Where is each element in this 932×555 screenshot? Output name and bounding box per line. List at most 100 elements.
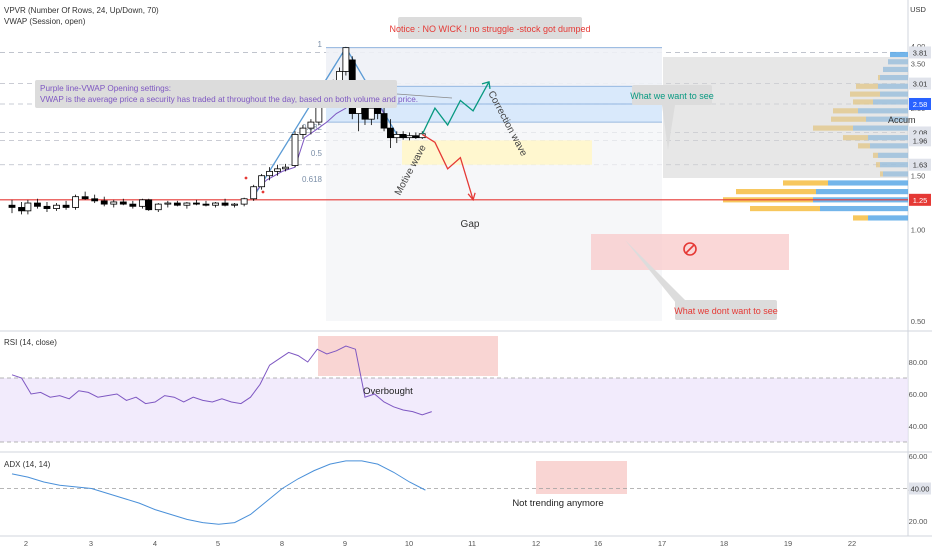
candle-body-9 bbox=[91, 198, 99, 202]
price-label-2: 2.58 bbox=[913, 100, 928, 109]
price-label-3: 2.08 bbox=[913, 128, 928, 137]
price-label-6: 1.25 bbox=[913, 196, 928, 205]
dont-path bbox=[421, 133, 474, 201]
want-arrowhead bbox=[481, 81, 491, 89]
price-label-box-6 bbox=[909, 193, 931, 206]
candle-body-45 bbox=[387, 127, 394, 139]
price-tick-7: 0.50 bbox=[911, 317, 926, 326]
time-tick-5: 9 bbox=[343, 539, 347, 548]
overbought-label: Overbought bbox=[363, 386, 413, 397]
time-tick-8: 12 bbox=[532, 539, 540, 548]
adx-pane[interactable]: Not trending anymore bbox=[0, 460, 908, 525]
currency-label[interactable]: USD bbox=[910, 5, 926, 14]
candle-body-6 bbox=[62, 204, 70, 208]
want-path bbox=[421, 81, 490, 135]
adx-line bbox=[11, 460, 426, 525]
candle-body-21 bbox=[202, 203, 210, 206]
vwap-callout-box bbox=[35, 80, 397, 108]
price-label-box-4 bbox=[909, 134, 931, 147]
rsi-legend[interactable]: RSI (14, close) bbox=[4, 338, 57, 347]
adx-highlight-zone bbox=[536, 461, 627, 494]
vwap-legend[interactable]: VWAP (Session, open) bbox=[4, 17, 86, 26]
notice-callout[interactable]: Notice : NO WICK ! no struggle -stock go… bbox=[389, 17, 591, 39]
candle-body-8 bbox=[81, 196, 89, 200]
candle-body-32 bbox=[299, 127, 307, 135]
vp-down-bar-16 bbox=[736, 189, 816, 195]
vp-up-bar-0 bbox=[890, 51, 908, 58]
dont-want-text: What we dont want to see bbox=[674, 306, 778, 316]
vp-down-bar-15 bbox=[783, 180, 828, 186]
no-symbol-icon bbox=[683, 242, 697, 256]
price-tick-5: 1.50 bbox=[911, 172, 926, 181]
gap-zone bbox=[402, 140, 592, 165]
time-tick-13: 22 bbox=[848, 539, 856, 548]
vp-up-bar-18 bbox=[820, 205, 908, 212]
adx-series bbox=[0, 460, 908, 525]
rsi-line bbox=[11, 345, 432, 416]
candle-body-27 bbox=[258, 175, 266, 188]
notice-text: Notice : NO WICK ! no struggle -stock go… bbox=[389, 24, 590, 34]
candle-body-29 bbox=[274, 168, 281, 172]
vpvr-legend[interactable]: VPVR (Number Of Rows, 24, Up/Down, 70) bbox=[4, 6, 159, 15]
time-tick-6: 10 bbox=[405, 539, 413, 548]
not-trending-label: Not trending anymore bbox=[512, 498, 603, 509]
vp-up-bar-19 bbox=[868, 215, 908, 221]
dont-arrowhead bbox=[467, 192, 476, 202]
time-tick-12: 19 bbox=[784, 539, 792, 548]
time-tick-11: 18 bbox=[720, 539, 728, 548]
candle-body-19 bbox=[183, 202, 191, 206]
candle-body-42 bbox=[367, 107, 375, 120]
price-pane[interactable]: 1 0.382 0.5 0.618 Gap Motive wave Correc… bbox=[0, 17, 916, 321]
candle-body-22 bbox=[212, 202, 219, 206]
candle-body-23 bbox=[221, 202, 229, 206]
candle-body-15 bbox=[145, 199, 153, 211]
dont-want-zone bbox=[591, 234, 789, 270]
notice-box bbox=[398, 17, 582, 39]
adx-value-box bbox=[909, 482, 931, 495]
candle-body-49 bbox=[412, 135, 420, 139]
marker-dot-1 bbox=[244, 176, 248, 180]
want-box bbox=[632, 85, 712, 105]
rsi-tick-2: 40.00 bbox=[909, 422, 928, 431]
time-tick-10: 17 bbox=[658, 539, 666, 548]
candle-body-5 bbox=[53, 204, 60, 209]
vwap-callout-pointer bbox=[396, 93, 453, 99]
price-label-0: 3.81 bbox=[913, 48, 928, 57]
rsi-pane[interactable]: Overbought bbox=[0, 336, 908, 443]
adx-legend[interactable]: ADX (14, 14) bbox=[4, 460, 51, 469]
price-label-1: 3.01 bbox=[913, 80, 928, 89]
adx-tick-0: 60.00 bbox=[909, 452, 928, 461]
price-label-box-0 bbox=[909, 46, 931, 59]
candle-body-17 bbox=[164, 202, 172, 205]
candle-body-14 bbox=[138, 199, 146, 207]
candle-body-26 bbox=[250, 186, 258, 200]
candle-body-24 bbox=[231, 203, 239, 206]
dont-want-callout[interactable]: What we dont want to see bbox=[591, 234, 789, 320]
vp-down-bar-19 bbox=[853, 215, 868, 221]
price-tick-1: 3.50 bbox=[911, 60, 926, 69]
price-label-box-2 bbox=[909, 97, 931, 110]
price-legend[interactable]: VPVR (Number Of Rows, 24, Up/Down, 70) V… bbox=[4, 6, 159, 26]
fib-zone-top bbox=[326, 47, 662, 87]
want-text: What we want to see bbox=[630, 91, 714, 101]
candle-body-10 bbox=[100, 200, 108, 205]
candle-body-30 bbox=[282, 166, 289, 170]
candle-body-2 bbox=[24, 202, 32, 212]
rsi-overbought-zone bbox=[318, 336, 498, 376]
time-tick-4: 8 bbox=[280, 539, 284, 548]
want-callout[interactable]: What we want to see bbox=[630, 57, 908, 178]
candle-body-1 bbox=[18, 207, 25, 212]
vwap-callout-line2: VWAP is the average price a security has… bbox=[40, 95, 418, 104]
candle-body-4 bbox=[43, 205, 51, 209]
fib-label-05: 0.5 bbox=[311, 149, 323, 158]
dont-want-box bbox=[675, 300, 777, 320]
want-pointer bbox=[662, 105, 675, 150]
time-tick-2: 4 bbox=[153, 539, 157, 548]
vp-up-bar-16 bbox=[816, 189, 908, 195]
gap-label: Gap bbox=[461, 219, 480, 230]
vwap-callout[interactable]: Purple line-VWAP Opening settings: VWAP … bbox=[35, 80, 453, 108]
vp-up-bar-15 bbox=[828, 180, 908, 186]
axes: 4.003.503.002.502.001.501.000.503.813.01… bbox=[24, 42, 931, 548]
